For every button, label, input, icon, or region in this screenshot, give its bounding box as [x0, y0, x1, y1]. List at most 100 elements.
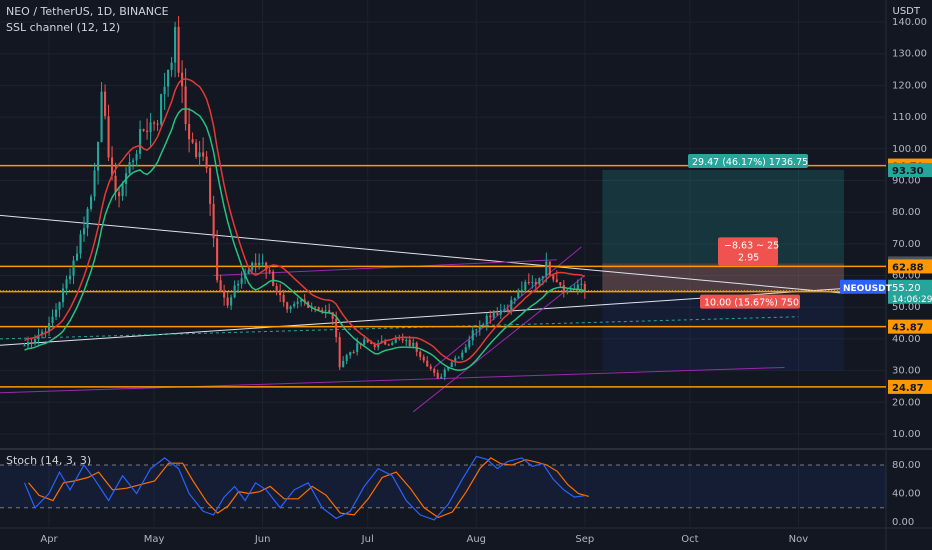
current-price-badge: [888, 279, 932, 304]
candle-body: [517, 290, 520, 299]
candle-body: [559, 282, 562, 286]
candle-body: [464, 347, 467, 353]
descending-trendline: [0, 214, 845, 294]
candle-body: [366, 339, 369, 343]
candle-body: [520, 289, 523, 291]
candle-body: [209, 168, 212, 204]
candle-body: [394, 337, 397, 343]
candle-body: [58, 302, 61, 310]
profit-zone: [602, 170, 844, 292]
stoch-band: [0, 465, 886, 508]
candle-body: [408, 339, 411, 346]
candle-body: [111, 157, 114, 176]
candle-body: [72, 260, 75, 276]
candle-body: [513, 298, 516, 300]
stoch-tick-label: 0.00: [892, 517, 914, 528]
candle-body: [86, 208, 89, 229]
candle-body: [188, 124, 191, 140]
candle-body: [275, 285, 278, 293]
stop-zone: [602, 263, 844, 292]
candle-body: [419, 351, 422, 357]
candle-body: [216, 238, 219, 281]
price-level-badge: 43.87: [888, 319, 932, 334]
symbol-legend[interactable]: NEO / TetherUS, 1D, BINANCE: [6, 5, 169, 18]
candle-body: [356, 343, 359, 353]
time-tick-label: Nov: [789, 534, 809, 545]
candle-body: [100, 91, 103, 142]
candle-body: [272, 271, 275, 286]
candle-body: [531, 281, 534, 283]
candle-body: [391, 342, 394, 346]
candle-body: [261, 262, 264, 264]
stop-label-background: [718, 237, 778, 266]
price-tick-label: 130.00: [892, 49, 927, 60]
price-tick-label: 40.00: [892, 334, 921, 345]
candle-body: [328, 310, 331, 313]
purple-resistance-line: [213, 259, 557, 277]
time-tick-label: Apr: [40, 534, 58, 545]
candle-body: [121, 183, 124, 197]
candle-body: [303, 299, 306, 302]
candle-body: [541, 276, 544, 279]
candle-body: [499, 309, 502, 315]
currency-label: USDT: [892, 6, 920, 17]
candle-body: [461, 352, 464, 358]
candle-body: [132, 160, 135, 163]
candle-body: [237, 283, 240, 286]
candle-body: [349, 352, 352, 356]
candle-body: [384, 341, 387, 345]
candle-body: [324, 310, 327, 312]
candle-body: [433, 368, 436, 373]
badge-text: 24.87: [892, 383, 924, 394]
price-tick-label: 30.00: [892, 366, 921, 377]
price-tick-label: 140.00: [892, 17, 927, 28]
candle-body: [321, 309, 324, 311]
candle-body: [492, 313, 495, 318]
candle-body: [97, 141, 100, 171]
price-level-badge: 24.87: [888, 379, 932, 394]
time-tick-label: Sep: [575, 534, 594, 545]
candle-body: [104, 91, 107, 117]
candle-body: [429, 366, 432, 369]
candle-body: [426, 360, 429, 367]
candle-body: [90, 196, 93, 209]
price-level-badge: 62.88: [888, 259, 932, 274]
badge-background: [888, 319, 932, 334]
candle-body: [443, 369, 446, 377]
candle-body: [47, 323, 51, 333]
purple-support-line: [0, 366, 785, 394]
countdown-text: 14:06:29: [892, 295, 932, 305]
candle-body: [240, 278, 243, 284]
candle-body: [79, 234, 82, 254]
price-tick-label: 50.00: [892, 302, 921, 313]
ssl-indicator-legend[interactable]: SSL channel (12, 12): [6, 21, 121, 34]
candle-body: [436, 372, 439, 379]
price-tick-label: 110.00: [892, 112, 927, 123]
candle-body: [153, 122, 156, 124]
candle-body: [352, 352, 355, 354]
price-tick-label: 20.00: [892, 397, 921, 408]
stoch-indicator-legend[interactable]: Stoch (14, 3, 3): [6, 454, 92, 467]
candle-body: [233, 285, 236, 298]
price-tick-label: 60.00: [892, 271, 921, 282]
badge-background: [888, 379, 932, 394]
candle-body: [566, 290, 569, 293]
candle-body: [485, 315, 488, 325]
purple-channel-lower: [412, 275, 586, 413]
price-tick-label: 70.00: [892, 239, 921, 250]
candle-body: [230, 297, 233, 306]
candle-body: [198, 152, 201, 157]
candle-body: [156, 123, 159, 125]
candle-body: [33, 339, 37, 343]
stoch-tick-label: 80.00: [892, 460, 921, 471]
symbol-tag-background: [840, 279, 886, 294]
candle-body: [555, 279, 558, 283]
stop-label-text: −8.63 ~ 25: [724, 240, 779, 251]
candle-body: [128, 162, 131, 174]
candle-body: [538, 278, 541, 285]
badge-text: 93.30: [892, 166, 924, 177]
badge-background: [888, 259, 932, 274]
candle-body: [107, 116, 110, 158]
candle-body: [534, 281, 537, 285]
